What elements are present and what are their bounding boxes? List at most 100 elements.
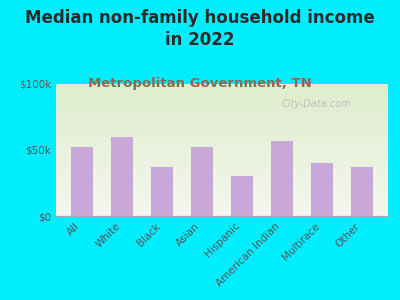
Bar <box>56 122 388 124</box>
Bar <box>56 163 388 164</box>
Bar <box>56 98 388 100</box>
Bar <box>56 101 388 103</box>
Bar <box>56 126 388 128</box>
Bar <box>56 85 388 87</box>
Bar <box>56 118 388 120</box>
Bar <box>56 87 388 88</box>
Bar <box>111 137 133 216</box>
Bar <box>56 154 388 155</box>
Bar <box>56 178 388 179</box>
Bar <box>56 96 388 97</box>
Bar <box>56 172 388 174</box>
Bar <box>56 116 388 117</box>
Text: Metropolitan Government, TN: Metropolitan Government, TN <box>88 76 312 89</box>
Bar <box>56 110 388 112</box>
Bar <box>56 129 388 130</box>
Bar <box>56 159 388 160</box>
Bar <box>56 169 388 170</box>
Bar <box>56 142 388 143</box>
Bar <box>56 211 388 212</box>
Bar <box>56 204 388 206</box>
Bar <box>56 114 388 116</box>
Bar <box>56 194 388 195</box>
Bar <box>56 97 388 98</box>
Bar <box>56 141 388 142</box>
Bar <box>56 120 388 121</box>
Bar <box>56 128 388 129</box>
Bar <box>56 209 388 211</box>
Bar <box>56 105 388 106</box>
Bar <box>56 183 388 184</box>
Bar <box>56 137 388 138</box>
Bar <box>56 162 388 163</box>
Bar <box>56 121 388 122</box>
Bar <box>56 206 388 207</box>
Bar <box>56 143 388 145</box>
Bar <box>56 113 388 114</box>
Text: City-Data.com: City-Data.com <box>282 99 351 109</box>
Bar <box>56 117 388 118</box>
Bar <box>56 155 388 157</box>
Bar <box>56 153 388 154</box>
Bar <box>56 134 388 136</box>
Bar <box>56 140 388 141</box>
Bar <box>56 125 388 126</box>
Bar <box>56 104 388 105</box>
Bar <box>56 186 388 187</box>
Bar <box>231 176 253 216</box>
Bar <box>56 109 388 110</box>
Bar <box>56 131 388 133</box>
Bar <box>56 108 388 109</box>
Bar <box>56 124 388 125</box>
Bar <box>56 196 388 197</box>
Bar <box>56 175 388 176</box>
Bar <box>56 164 388 166</box>
Bar <box>56 212 388 213</box>
Bar <box>56 200 388 202</box>
Bar <box>151 167 173 216</box>
Bar <box>56 145 388 146</box>
Bar <box>56 187 388 188</box>
Bar <box>56 88 388 89</box>
Bar <box>56 197 388 199</box>
Bar <box>311 163 333 216</box>
Bar <box>56 136 388 137</box>
Bar <box>56 213 388 215</box>
Bar <box>56 103 388 104</box>
Bar <box>56 176 388 178</box>
Bar <box>56 171 388 172</box>
Text: Median non-family household income
in 2022: Median non-family household income in 20… <box>25 9 375 49</box>
Bar <box>56 182 388 183</box>
Bar <box>56 84 388 85</box>
Bar <box>56 170 388 171</box>
Bar <box>56 180 388 182</box>
Bar <box>56 149 388 150</box>
Bar <box>56 191 388 192</box>
Bar <box>56 184 388 186</box>
Bar <box>56 167 388 169</box>
Bar <box>71 147 93 216</box>
Bar <box>56 174 388 175</box>
Bar <box>56 150 388 151</box>
Bar <box>56 91 388 92</box>
Bar <box>56 188 388 190</box>
Bar <box>56 130 388 131</box>
Bar <box>56 179 388 180</box>
Bar <box>56 94 388 96</box>
Bar <box>56 190 388 191</box>
Bar <box>56 158 388 159</box>
Bar <box>56 215 388 216</box>
Bar <box>56 208 388 209</box>
Bar <box>56 92 388 93</box>
Bar <box>56 195 388 196</box>
Bar <box>56 207 388 208</box>
Bar <box>56 160 388 162</box>
Bar <box>56 192 388 194</box>
Bar <box>56 106 388 108</box>
Bar <box>56 133 388 134</box>
Bar <box>56 203 388 204</box>
Bar <box>191 147 213 216</box>
Bar <box>56 138 388 140</box>
Bar <box>56 89 388 91</box>
Bar <box>56 157 388 158</box>
